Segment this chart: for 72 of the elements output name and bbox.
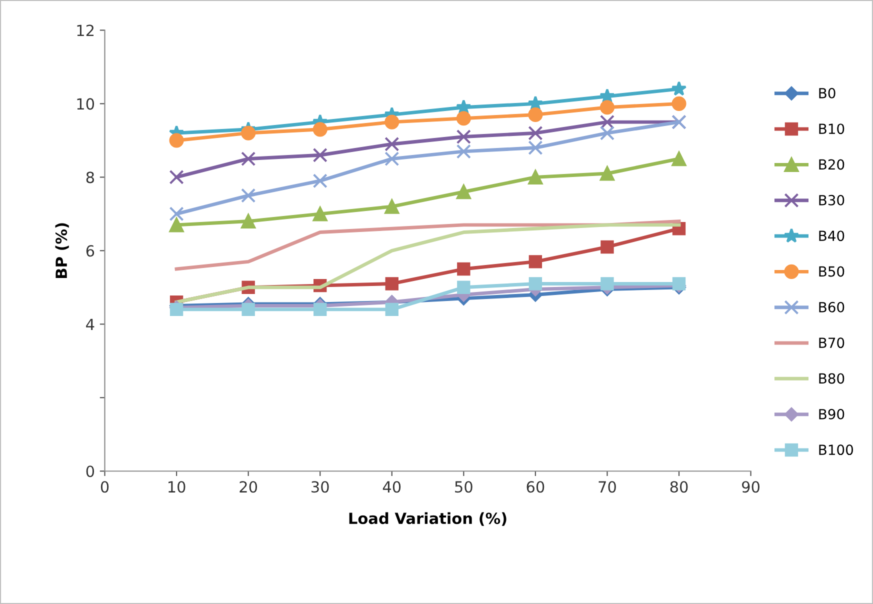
- point: [312, 148, 328, 162]
- point: [600, 240, 614, 254]
- legend-label: B60: [819, 302, 844, 312]
- point: [672, 96, 686, 111]
- x-tick-label: 80: [670, 481, 688, 493]
- point: [528, 170, 543, 184]
- point: [456, 184, 471, 200]
- point: [169, 218, 184, 232]
- x-tick-label: 60: [526, 481, 544, 493]
- point: [385, 277, 398, 290]
- point: [169, 206, 184, 222]
- point: [672, 152, 686, 166]
- legend-label: B80: [819, 373, 844, 384]
- x-tick-label: 10: [168, 481, 186, 493]
- point: [457, 262, 470, 276]
- point: [600, 277, 614, 290]
- point: [384, 114, 400, 130]
- legend-label: B10: [819, 124, 844, 134]
- point: [528, 126, 543, 140]
- point: [528, 277, 542, 290]
- point: [528, 107, 543, 122]
- point: [456, 129, 471, 144]
- y-tick-label: 6: [86, 245, 94, 257]
- y-axis-title: BP (%): [55, 223, 69, 278]
- point: [312, 174, 328, 188]
- x-tick-label: 70: [598, 481, 616, 493]
- x-tick-label: 30: [312, 481, 329, 493]
- point: [456, 144, 471, 159]
- point: [600, 100, 615, 115]
- point: [242, 302, 255, 316]
- point: [169, 133, 184, 148]
- point: [600, 166, 615, 181]
- point: [528, 140, 543, 156]
- point: [241, 152, 256, 166]
- point: [314, 302, 327, 316]
- point: [671, 81, 687, 96]
- point: [457, 280, 470, 294]
- legend-label: B20: [819, 159, 844, 170]
- legend-label: B50: [819, 266, 844, 277]
- y-tick-label: 0: [86, 466, 94, 478]
- y-tick-label: 12: [77, 24, 94, 36]
- legend-label: B40: [819, 230, 844, 242]
- point: [672, 277, 686, 290]
- x-tick-label: 50: [455, 481, 472, 493]
- y-tick-label: 4: [86, 318, 94, 330]
- point: [170, 302, 184, 316]
- point: [384, 152, 400, 166]
- y-tick-label: 10: [77, 98, 94, 110]
- point: [169, 170, 184, 184]
- x-tick-label: 0: [100, 481, 109, 493]
- point: [600, 126, 615, 140]
- point: [384, 136, 400, 152]
- point: [312, 122, 328, 137]
- y-tick-label: 8: [86, 172, 94, 184]
- point: [312, 206, 328, 222]
- point: [385, 302, 398, 316]
- x-tick-label: 40: [382, 481, 401, 493]
- x-tick-label: 90: [742, 481, 760, 493]
- legend-label: B30: [819, 194, 844, 206]
- point: [600, 114, 615, 130]
- x-axis-title: Load Variation (%): [349, 512, 506, 526]
- point: [241, 188, 256, 203]
- point: [241, 214, 256, 229]
- x-tick-label: 20: [240, 481, 258, 493]
- point: [384, 199, 400, 214]
- legend-label: B70: [819, 338, 844, 348]
- point: [241, 126, 256, 140]
- legend-label: B0: [819, 88, 836, 98]
- point: [456, 111, 471, 126]
- legend-label: B90: [819, 408, 844, 420]
- point: [528, 255, 542, 268]
- legend-label: B100: [819, 444, 853, 456]
